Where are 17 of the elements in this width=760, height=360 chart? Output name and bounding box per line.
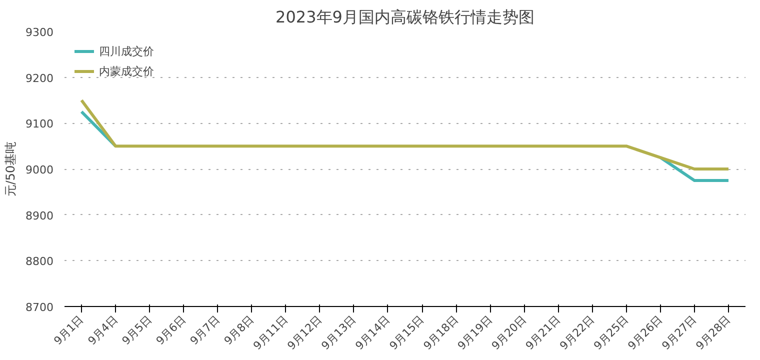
x-tick-label: 9月5日 — [120, 312, 154, 348]
y-tick-label: 9000 — [26, 164, 54, 176]
x-tick-label: 9月7日 — [188, 312, 222, 348]
y-tick-label: 8900 — [26, 209, 54, 222]
y-tick-label: 9200 — [26, 72, 54, 85]
legend-label: 内蒙成交价 — [99, 64, 154, 78]
chart-title: 2023年9月国内高碳铬铁行情走势图 — [276, 8, 534, 26]
y-tick-label: 8800 — [26, 255, 54, 268]
x-tick-label: 9月6日 — [154, 312, 188, 348]
y-tick-label: 9100 — [26, 118, 54, 131]
x-tick-label: 9月4日 — [86, 312, 120, 348]
legend-label: 四川成交价 — [99, 44, 154, 58]
y-tick-label: 8700 — [26, 301, 54, 314]
y-tick-label: 9300 — [26, 26, 54, 39]
line-series — [80, 98, 730, 170]
y-axis-title: 元/50基吨 — [4, 141, 18, 197]
x-tick-label: 9月1日 — [51, 312, 86, 348]
